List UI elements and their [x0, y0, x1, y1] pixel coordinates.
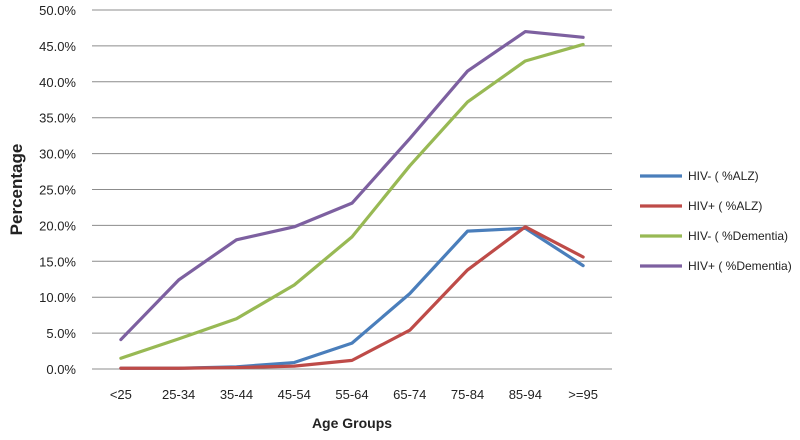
x-tick-label: 45-54 — [278, 387, 311, 402]
series-line — [119, 225, 585, 370]
legend: HIV- ( %ALZ) HIV+ ( %ALZ) HIV- ( %Dementia… — [640, 169, 792, 273]
y-tick-label: 45.0% — [39, 39, 76, 54]
x-tick-label: 25-34 — [162, 387, 195, 402]
y-tick-label: 15.0% — [39, 254, 76, 269]
y-tick-label: 20.0% — [39, 218, 76, 233]
series-line — [119, 29, 585, 342]
x-tick-label: 35-44 — [220, 387, 253, 402]
x-tick-label: 75-84 — [451, 387, 484, 402]
series-line — [119, 42, 585, 360]
y-tick-label: 50.0% — [39, 3, 76, 18]
x-tick-label: >=95 — [568, 387, 598, 402]
x-tick-label: 85-94 — [509, 387, 542, 402]
y-tick-label: 0.0% — [46, 362, 76, 377]
legend-label: HIV+ ( %Dementia) — [688, 259, 792, 273]
y-tick-label: 40.0% — [39, 75, 76, 90]
x-axis-ticks: <25 25-34 35-44 45-54 55-64 65-74 75-84 85-94 >=… — [110, 387, 598, 402]
y-tick-label: 30.0% — [39, 147, 76, 162]
y-axis-ticks: 0.0% 5.0% 10.0% 15.0% 20.0% 25.0% 30.0% 35.0% 40… — [39, 3, 76, 377]
x-tick-label: <25 — [110, 387, 132, 402]
y-tick-label: 25.0% — [39, 183, 76, 198]
y-tick-label: 35.0% — [39, 111, 76, 126]
x-tick-label: 65-74 — [393, 387, 426, 402]
y-tick-label: 10.0% — [39, 290, 76, 305]
gridlines — [92, 9, 612, 334]
series-lines — [119, 29, 585, 370]
legend-label: HIV- ( %Dementia) — [688, 229, 788, 243]
y-tick-label: 5.0% — [46, 326, 76, 341]
legend-label: HIV- ( %ALZ) — [688, 169, 759, 183]
legend-label: HIV+ ( %ALZ) — [688, 199, 762, 213]
y-axis-title: Percentage — [7, 144, 26, 236]
series-line — [119, 226, 585, 370]
x-axis-title: Age Groups — [312, 415, 392, 431]
x-tick-label: 55-64 — [335, 387, 368, 402]
